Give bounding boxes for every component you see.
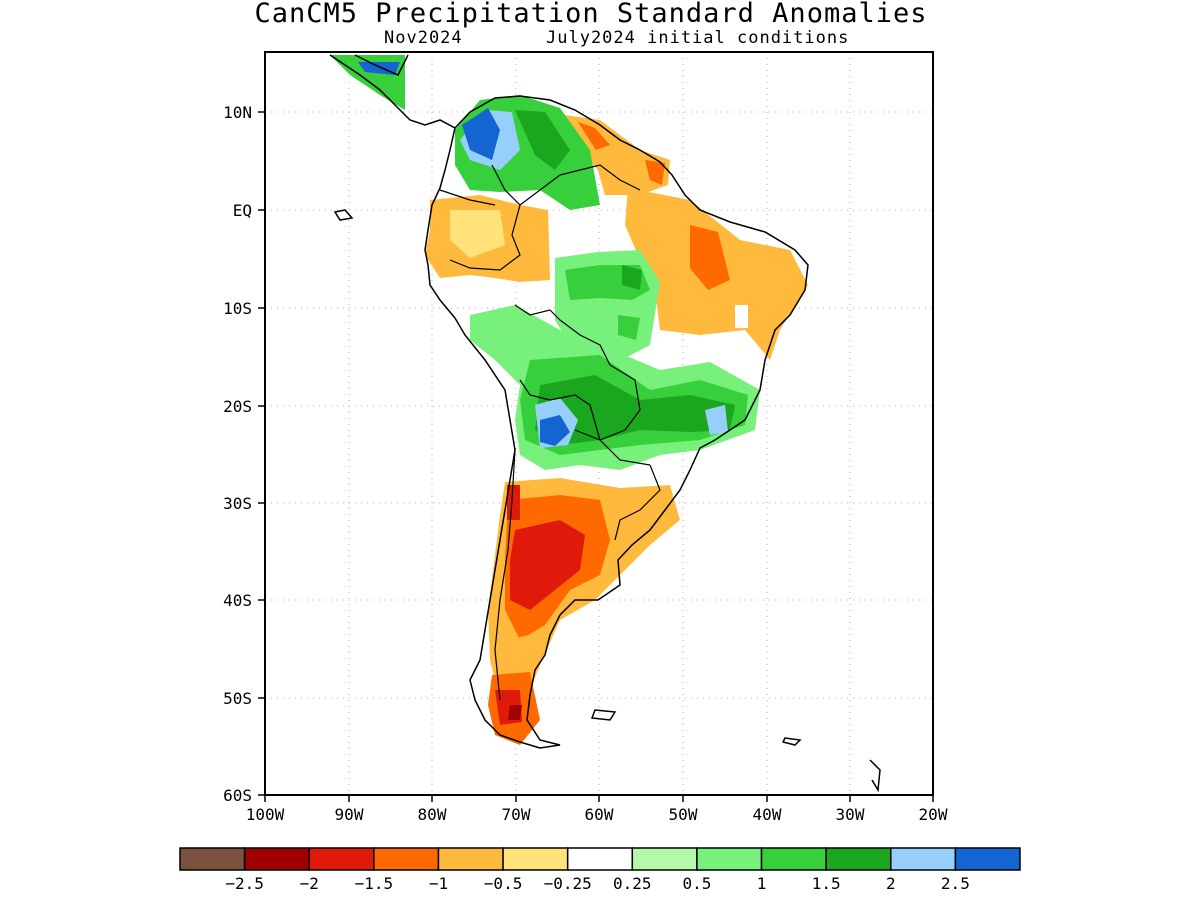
initial-conditions-label: July2024 initial conditions [546, 28, 850, 48]
colorbar-swatch [566, 847, 634, 871]
lon-label: 20W [919, 805, 948, 824]
colorbar-label: 0.5 [682, 874, 711, 893]
anomaly-field [330, 55, 808, 745]
wet-core-colombia [462, 108, 500, 160]
colorbar-swatch [179, 847, 246, 871]
lon-label: 40W [753, 805, 782, 824]
colorbar-swatch [631, 847, 698, 871]
longitude-labels: 100W 90W 80W 70W 60W 50W 40W 30W 20W [246, 805, 948, 824]
colorbar-label: −0.5 [484, 874, 523, 893]
colorbar-label: 2.5 [941, 874, 970, 893]
colorbar-label: −2 [300, 874, 319, 893]
colorbar-label: −1.5 [355, 874, 394, 893]
central-america-outline [329, 54, 456, 129]
latitude-labels: 10N EQ 10S 20S 30S 40S 50S 60S [223, 103, 252, 805]
map-title: CanCM5 Precipitation Standard Anomalies [254, 0, 928, 29]
colorbar-label: −2.5 [225, 874, 264, 893]
lat-label: 10S [223, 299, 252, 318]
south-america-outline [424, 95, 809, 749]
colorbar [179, 847, 1021, 871]
lon-label: 90W [335, 805, 364, 824]
colorbar-swatch [760, 847, 827, 871]
colorbar-labels: −2.5 −2 −1.5 −1 −0.5 −0.25 0.25 0.5 1 1.5 2 2.5 [225, 874, 969, 893]
colorbar-label: 1 [757, 874, 767, 893]
lon-label: 70W [502, 805, 531, 824]
lon-label: 30W [836, 805, 865, 824]
colorbar-label: 2 [886, 874, 896, 893]
colorbar-swatch [696, 847, 763, 871]
lat-label: EQ [233, 201, 252, 220]
lat-label: 10N [223, 103, 252, 122]
lat-label: 40S [223, 591, 252, 610]
country-borders [439, 164, 661, 701]
coastline [329, 54, 881, 793]
lon-label: 100W [246, 805, 285, 824]
lon-label: 80W [418, 805, 447, 824]
lat-label: 30S [223, 494, 252, 513]
colorbar-swatch [243, 847, 310, 871]
colorbar-swatch [308, 847, 375, 871]
lon-label: 60W [585, 805, 614, 824]
colorbar-label: 0.25 [613, 874, 652, 893]
lat-label: 50S [223, 689, 252, 708]
forecast-month: Nov2024 [384, 28, 463, 48]
colorbar-label: 1.5 [812, 874, 841, 893]
colorbar-swatch [373, 847, 440, 871]
dry-core-central-argentina [510, 520, 585, 610]
colorbar-label: −1 [429, 874, 448, 893]
lat-label: 60S [223, 786, 252, 805]
dry-core-northeast-brazil [690, 225, 730, 290]
lon-label: 50W [669, 805, 698, 824]
colorbar-swatch [825, 847, 892, 871]
colorbar-swatch [890, 847, 957, 871]
colorbar-swatch [437, 847, 504, 871]
colorbar-label: −0.25 [544, 874, 592, 893]
lat-label: 20S [223, 397, 252, 416]
colorbar-swatch [502, 847, 569, 871]
axis-ticks [258, 111, 934, 802]
wet-core-northern-argentina [540, 415, 570, 446]
colorbar-swatch [954, 847, 1021, 871]
